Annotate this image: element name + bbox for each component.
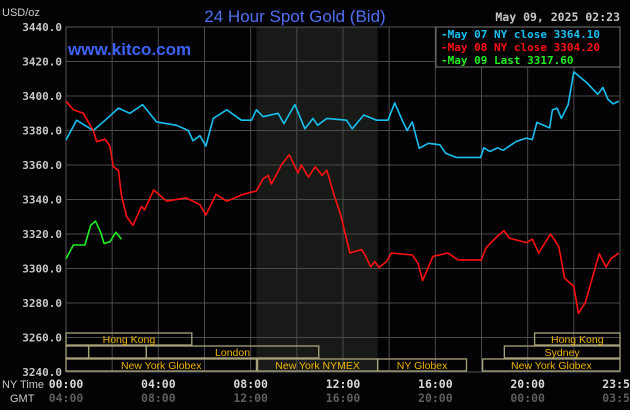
x-tick-ny-label: 20:00 [510,377,545,391]
session-box [482,358,621,372]
y-tick-label: 3380.0 [22,125,62,138]
session-label: New York NYMEX [275,360,360,372]
session-label: Sydney [545,347,581,359]
y-tick-label: 3360.0 [22,159,62,172]
session-box [65,358,258,372]
x-tick-ny-label: 23:59 [602,377,630,391]
session-box [65,332,193,346]
session-label: Hong Kong [103,334,156,346]
legend: -May 07 NY close 3364.10 -May 08 NY clos… [435,26,621,68]
x-axis-ny-label: NY Time [2,379,44,391]
x-tick-gmt-label: 20:00 [418,391,453,405]
y-tick-label: 3340.0 [22,194,62,207]
y-tick-label: 3280.0 [22,297,62,310]
plot-border [65,26,621,373]
unit-label: USD/oz [2,7,40,19]
chart-title: 24 Hour Spot Gold (Bid) [204,7,385,26]
x-tick-ny-label: 04:00 [141,377,176,391]
x-tick-ny-label: 12:00 [326,377,361,391]
legend-box [435,26,621,68]
y-tick-label: 3260.0 [22,332,62,345]
session-label: New York Globex [121,360,202,372]
session-label: Hong Kong [551,334,604,346]
session-label: London [215,347,250,359]
y-tick-label: 3400.0 [22,90,62,103]
session-box [145,345,320,359]
x-tick-ny-label: 08:00 [233,377,268,391]
x-tick-gmt-label: 00:00 [510,391,545,405]
legend-item-may08: -May 08 NY close 3304.20 [441,41,600,54]
x-tick-gmt-label: 16:00 [326,391,361,405]
watermark: www.kitco.com [67,40,191,59]
x-tick-ny-label: 16:00 [418,377,453,391]
price-line-series-2 [65,220,123,260]
y-tick-label: 3240.0 [22,366,62,379]
timestamp: May 09, 2025 02:23 [495,10,620,24]
price-line-series-0 [65,71,620,159]
legend-item-may09: -May 09 Last 3317.60 [441,54,573,67]
x-tick-gmt-label: 08:00 [141,391,176,405]
legend-item-may07: -May 07 NY close 3364.10 [441,28,600,41]
session-label: NY Globex [397,360,448,372]
y-tick-label: 3300.0 [22,263,62,276]
session-label: New York Globex [511,360,592,372]
session-box [503,345,621,359]
price-line-series-1 [65,100,620,315]
y-tick-label: 3320.0 [22,228,62,241]
x-tick-ny-label: 00:00 [49,377,84,391]
y-tick-label: 3420.0 [22,56,62,69]
x-tick-gmt-label: 03:59 [602,391,630,405]
y-tick-label: 3440.0 [22,21,62,34]
x-axis-gmt-label: GMT [10,393,35,405]
x-tick-gmt-label: 04:00 [49,391,84,405]
session-box [533,332,621,346]
session-box [376,358,468,372]
x-tick-gmt-label: 12:00 [233,391,268,405]
